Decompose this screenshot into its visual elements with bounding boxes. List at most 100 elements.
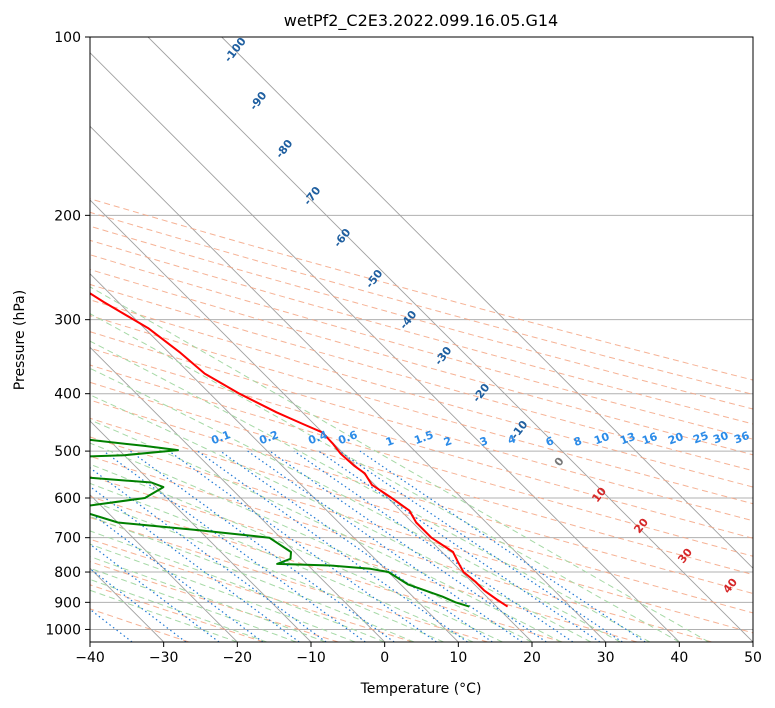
dry-adiabat-line xyxy=(90,516,488,642)
mixing-ratio-label: 10 xyxy=(592,430,611,448)
mixing-ratio-label: 2 xyxy=(442,434,454,449)
mixing-ratio-label: 36 xyxy=(732,429,751,447)
dry-adiabat-line xyxy=(90,283,753,472)
mixing-ratio-line xyxy=(90,467,327,642)
y-tick-label: 800 xyxy=(54,565,81,581)
x-tick-label: −40 xyxy=(75,650,105,666)
isotherm-line xyxy=(90,125,607,642)
dry-adiabat-line xyxy=(90,239,753,425)
mixing-ratio-label: 6 xyxy=(544,434,556,449)
mixing-ratio-line xyxy=(220,450,493,642)
series-layer xyxy=(90,292,509,608)
moist-adiabat-line xyxy=(90,463,503,642)
moist-adiabat-line xyxy=(90,394,592,642)
mixing-ratio-line xyxy=(247,450,523,642)
isotherm-line xyxy=(147,37,753,642)
dry-adiabat-line xyxy=(90,299,753,488)
moist-adiabat-line xyxy=(90,340,651,642)
dry-adiabat-line xyxy=(90,584,264,642)
plot-frame xyxy=(89,36,754,643)
mixing-ratio-line xyxy=(103,450,366,642)
x-tick-label: −30 xyxy=(149,650,179,666)
mixing-ratio-label: 13 xyxy=(618,430,637,447)
mixing-ratio-line xyxy=(90,485,300,642)
chart-title: wetPf2_C2E3.2022.099.16.05.G14 xyxy=(284,11,558,31)
y-tick-label: 200 xyxy=(54,208,81,224)
isotherm-line xyxy=(90,346,386,642)
dry-adiabat-label: 20 xyxy=(631,516,651,536)
y-tick-label: 300 xyxy=(54,313,81,329)
dry-adiabat-label: -30 xyxy=(432,344,455,368)
dry-adiabat-line xyxy=(90,538,414,642)
mixing-ratio-label: 1.5 xyxy=(412,428,435,447)
y-tick-label: 1000 xyxy=(45,622,81,638)
dry-adiabat-line xyxy=(90,331,753,522)
x-tick-label: 0 xyxy=(380,650,389,666)
y-tick-label: 500 xyxy=(54,444,81,460)
x-tick-label: −20 xyxy=(223,650,253,666)
moist-adiabat-line xyxy=(90,286,710,642)
isotherm-line xyxy=(90,273,459,642)
dry-adiabat-line xyxy=(90,268,753,456)
dry-adiabat-label: -90 xyxy=(247,89,270,113)
temperature-profile xyxy=(90,292,509,608)
y-tick-label: 100 xyxy=(54,30,81,46)
mixing-ratio-label: 8 xyxy=(572,434,584,449)
y-tick-label: 900 xyxy=(54,595,81,611)
dry-adiabat-line xyxy=(90,225,753,410)
dry-adiabat-label: -40 xyxy=(397,308,420,332)
isotherm-line xyxy=(90,52,680,642)
dry-adiabat-line xyxy=(90,455,712,642)
x-tick-label: 10 xyxy=(449,650,467,666)
dry-adiabat-line xyxy=(90,417,753,614)
mixing-ratio-line xyxy=(293,450,574,642)
moist-adiabat-line xyxy=(90,367,621,642)
moist-adiabat-line xyxy=(90,515,415,642)
mixing-ratio-label: 25 xyxy=(691,429,710,446)
dry-adiabat-label: 40 xyxy=(720,576,740,596)
mixing-ratio-line xyxy=(269,450,547,642)
isotherm-line xyxy=(90,420,312,642)
dry-adiabat-line xyxy=(90,211,753,395)
axis-layer: −40 −30 −20 −10 0 10 20 30 40 5010020030040050060… xyxy=(45,30,762,666)
dry-adiabat-line xyxy=(90,254,753,440)
dry-adiabat-label: -60 xyxy=(331,226,354,250)
isotherm-line xyxy=(221,37,753,569)
moist-adiabat-line xyxy=(90,482,474,642)
dry-adiabat-line xyxy=(90,315,753,505)
mixing-ratio-line xyxy=(318,450,601,642)
y-axis-title: Pressure (hPa) xyxy=(12,290,28,390)
dewpoint-profile xyxy=(90,438,470,608)
mixing-ratio-label: 1 xyxy=(384,434,396,449)
x-tick-label: 30 xyxy=(597,650,615,666)
x-tick-label: 20 xyxy=(523,650,541,666)
moist-adiabat-line xyxy=(90,442,533,642)
moist-adiabat-line xyxy=(90,578,267,642)
dry-adiabat-line xyxy=(90,608,189,642)
dry-adiabat-line xyxy=(90,364,753,557)
mixing-ratio-label: 20 xyxy=(666,430,685,448)
x-tick-label: 50 xyxy=(744,650,762,666)
dry-adiabat-label: 10 xyxy=(589,485,609,505)
dry-adiabat-label: -70 xyxy=(301,184,324,208)
mixing-ratio-label: 0.4 xyxy=(306,428,329,447)
mixing-ratio-label: 4 xyxy=(506,432,518,447)
mixing-ratio-label: 3 xyxy=(478,434,490,449)
grid-layer xyxy=(90,37,753,642)
moist-adiabat-line xyxy=(90,419,562,642)
mixing-ratio-label: 0.1 xyxy=(209,428,232,447)
dry-adiabat-line xyxy=(90,495,563,642)
mixing-ratio-label: 16 xyxy=(640,430,659,448)
y-tick-label: 400 xyxy=(54,387,81,403)
mixing-ratio-line xyxy=(168,450,437,642)
y-tick-label: 700 xyxy=(54,531,81,547)
dry-adiabat-line xyxy=(90,198,753,381)
mixing-ratio-line xyxy=(197,450,468,642)
moist-adiabat-line xyxy=(90,530,385,642)
dry-adiabat-label: -80 xyxy=(273,137,296,161)
y-tick-label: 600 xyxy=(54,491,81,507)
x-tick-label: 40 xyxy=(670,650,688,666)
isotherm-line xyxy=(90,494,238,642)
mixing-ratio-line xyxy=(338,450,623,642)
